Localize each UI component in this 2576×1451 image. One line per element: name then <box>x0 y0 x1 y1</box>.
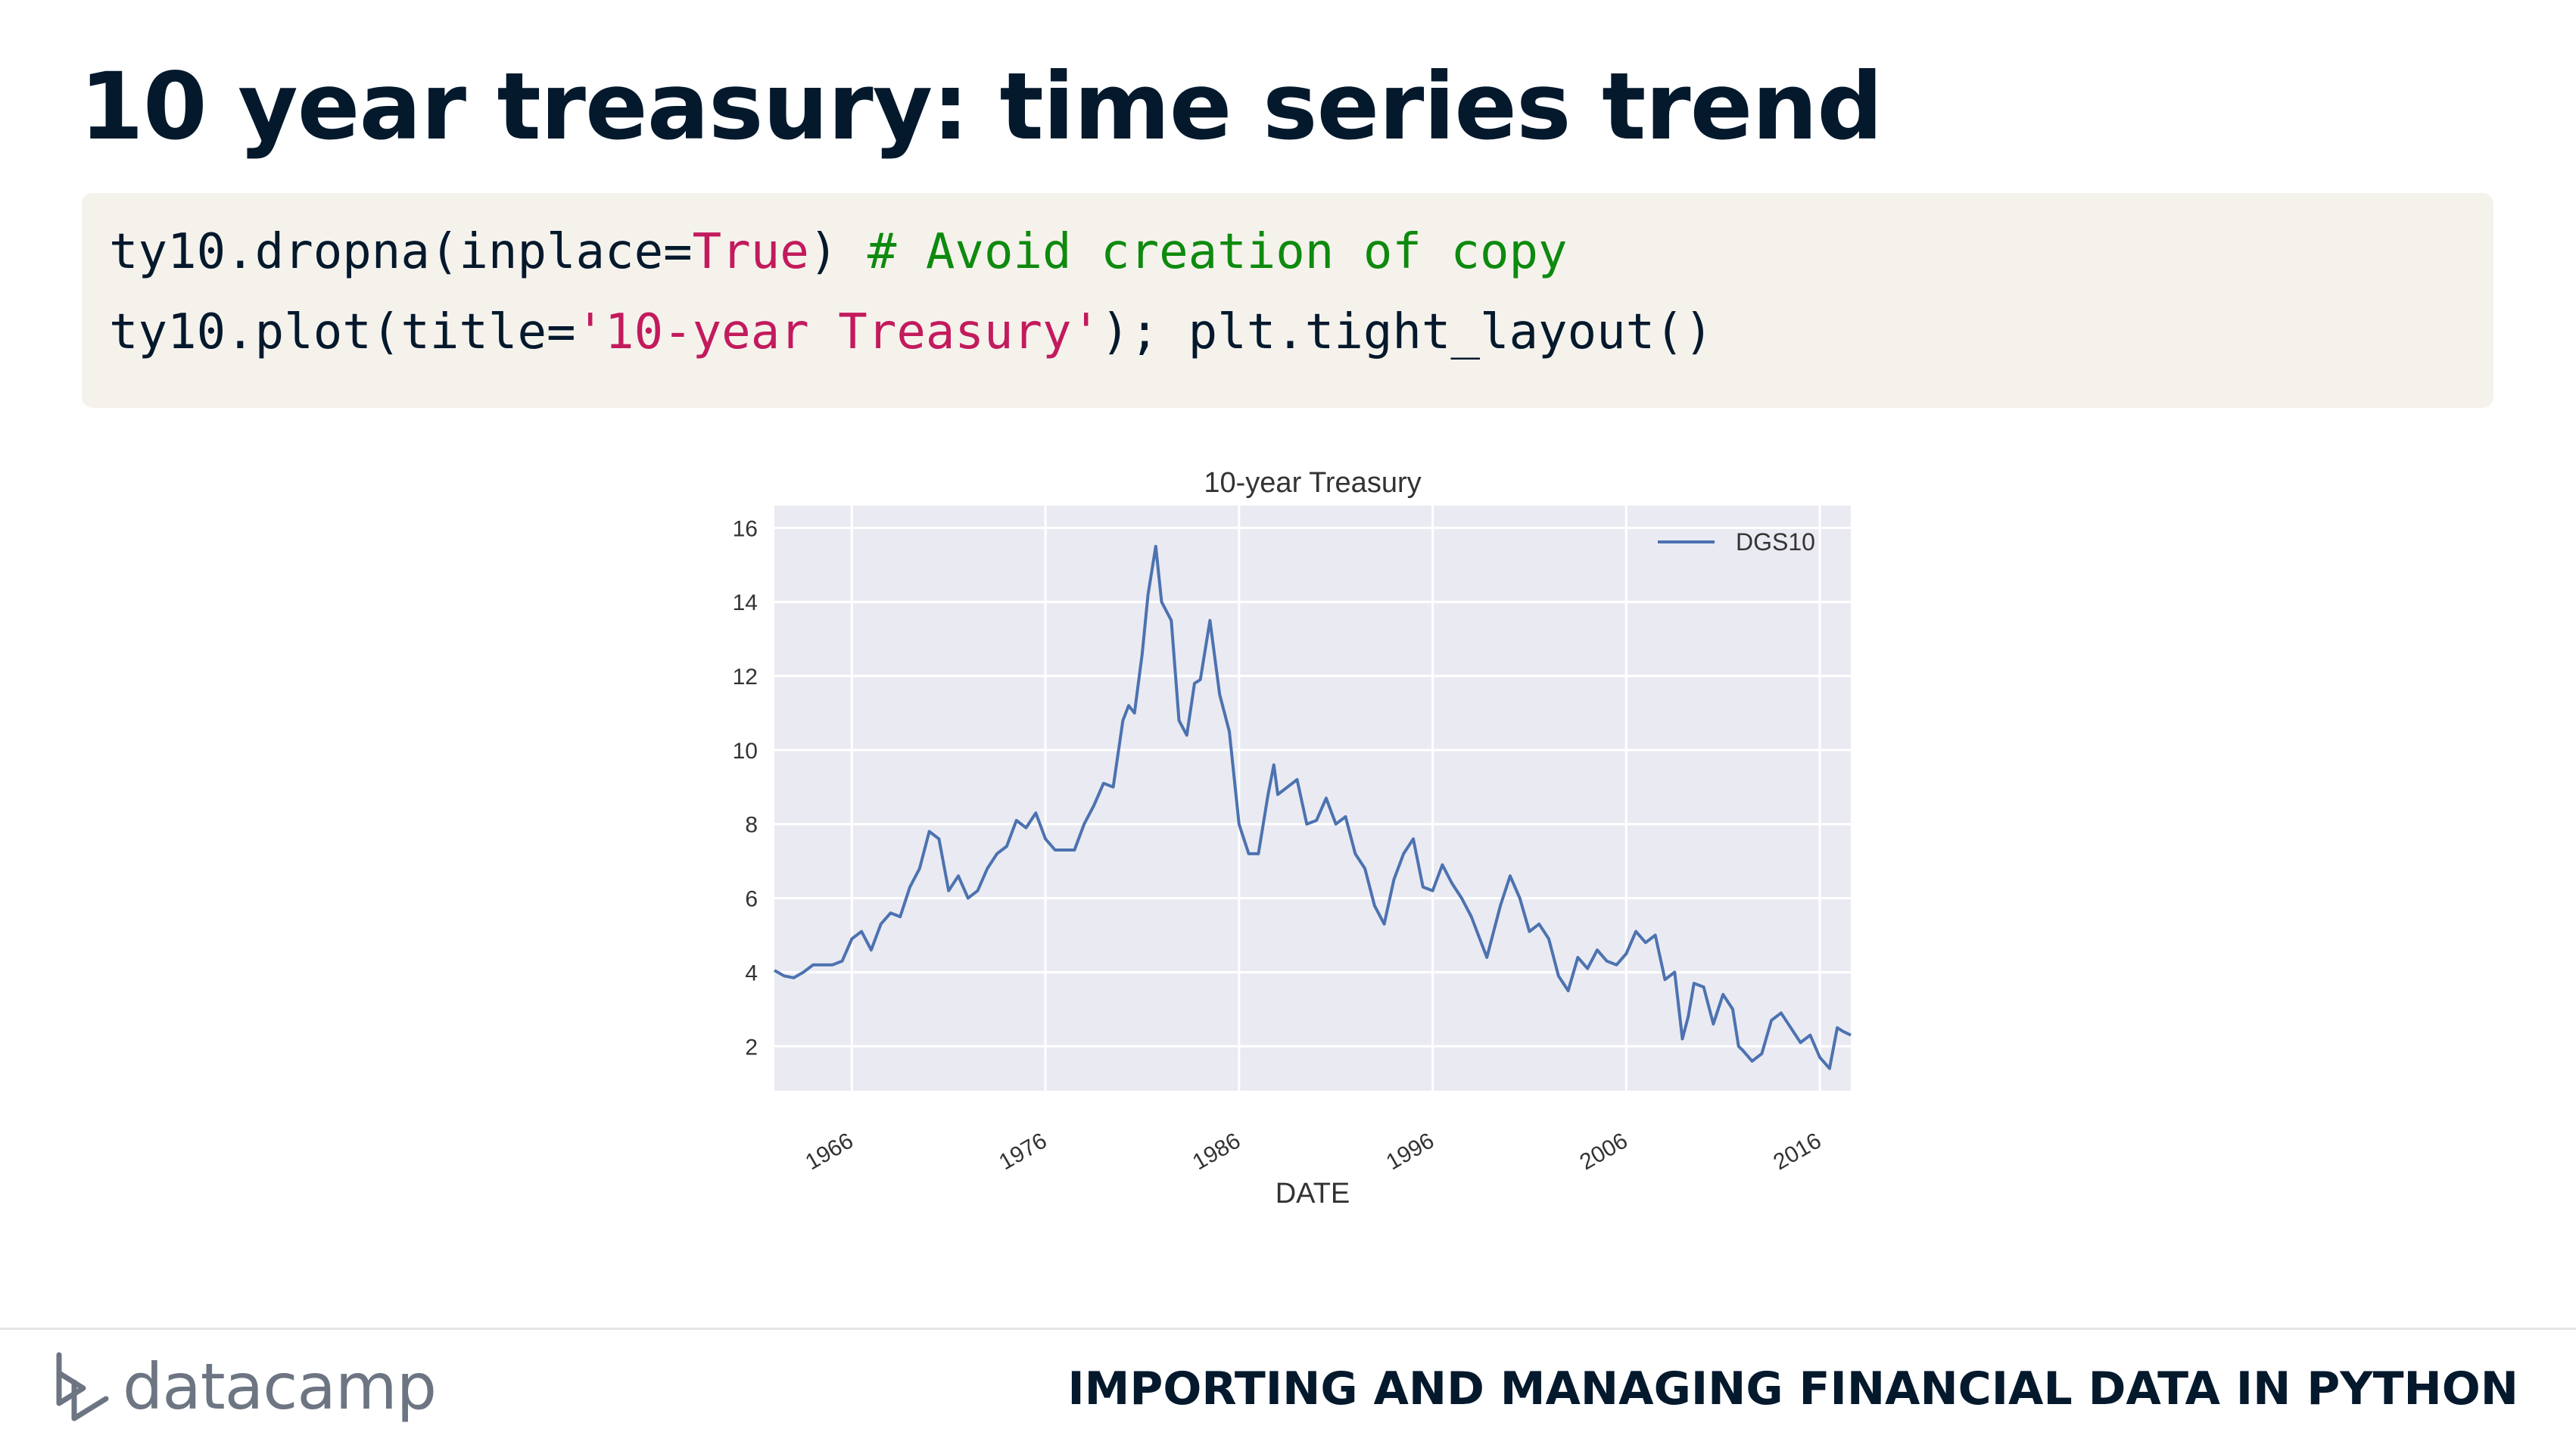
plot-area <box>774 506 1851 1091</box>
y-tick-label: 12 <box>733 665 758 690</box>
y-tick-label: 14 <box>733 590 758 615</box>
chart-svg: DGS10 10-year Treasury DATE 2 4 6 8 10 12 14 16… <box>733 467 1852 1210</box>
x-tick-label: 1986 <box>1188 1128 1244 1175</box>
series-line-dgs10 <box>774 544 1852 1070</box>
code-keyword: True <box>692 224 809 280</box>
datacamp-icon <box>56 1352 109 1421</box>
datacamp-logo: datacamp <box>53 1349 437 1425</box>
x-tick-label: 1966 <box>801 1128 857 1175</box>
y-tick-label: 2 <box>745 1035 758 1060</box>
legend: DGS10 <box>1658 528 1815 556</box>
grid <box>774 506 1851 1091</box>
logo-text: datacamp <box>123 1350 437 1424</box>
y-tick-label: 4 <box>745 961 758 985</box>
code-comment: # Avoid creation of copy <box>867 224 1568 280</box>
x-axis-label: DATE <box>1276 1178 1350 1210</box>
code-line-1: ty10.dropna(inplace=True) # Avoid creati… <box>109 222 2493 302</box>
x-tick-label: 2016 <box>1769 1128 1825 1175</box>
code-string: '10-year Treasury' <box>575 304 1101 360</box>
code-block: ty10.dropna(inplace=True) # Avoid creati… <box>82 193 2493 408</box>
chart-title: 10-year Treasury <box>1204 467 1421 499</box>
code-text: ty10.dropna(inplace= <box>109 224 693 280</box>
footer-divider <box>0 1328 2576 1330</box>
code-text: ty10.plot(title= <box>109 304 576 360</box>
code-text: ); plt.tight_layout() <box>1101 304 1714 360</box>
slide-title: 10 year treasury: time series trend <box>79 53 1883 160</box>
y-tick-label: 8 <box>745 813 758 838</box>
x-tick-label: 1976 <box>995 1128 1051 1175</box>
y-tick-label: 10 <box>733 739 758 764</box>
y-tick-label: 6 <box>745 887 758 912</box>
y-tick-label: 16 <box>733 516 758 541</box>
x-tick-label: 1996 <box>1382 1128 1438 1175</box>
x-tick-labels: 1966 1976 1986 1996 2006 2016 <box>801 1128 1825 1175</box>
code-line-2: ty10.plot(title='10-year Treasury'); plt… <box>109 302 2493 382</box>
treasury-chart: DGS10 10-year Treasury DATE 2 4 6 8 10 12 14 16… <box>666 447 1870 1219</box>
course-title: IMPORTING AND MANAGING FINANCIAL DATA IN… <box>1067 1362 2518 1415</box>
x-tick-label: 2006 <box>1576 1128 1632 1175</box>
code-text: ) <box>808 224 867 280</box>
legend-label: DGS10 <box>1736 528 1815 556</box>
y-tick-labels: 2 4 6 8 10 12 14 16 <box>733 516 758 1060</box>
